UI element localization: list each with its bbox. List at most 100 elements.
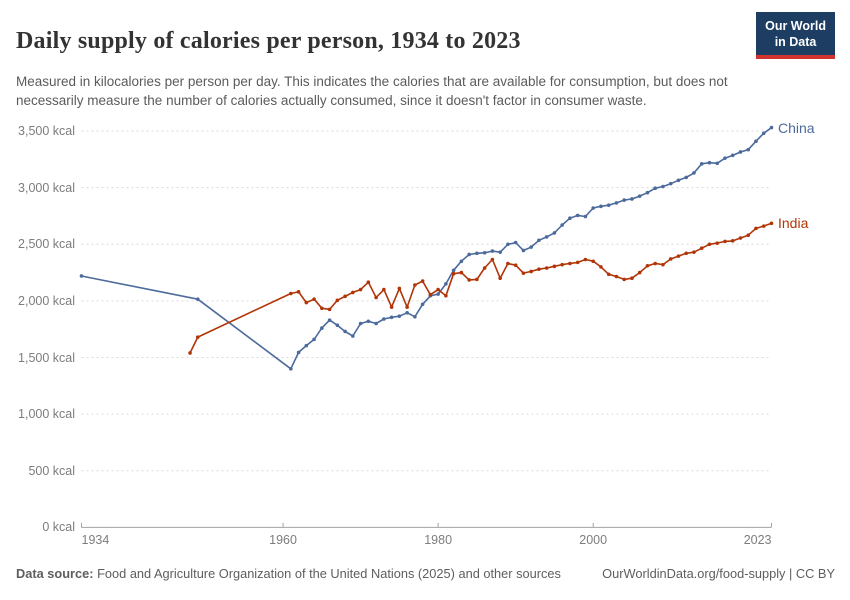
- point-india: [343, 294, 347, 299]
- point-india: [738, 236, 743, 240]
- point-india: [405, 305, 409, 309]
- point-china: [529, 245, 533, 249]
- point-china: [351, 334, 355, 338]
- series-label-china[interactable]: China: [778, 119, 815, 136]
- point-india: [529, 269, 533, 274]
- point-india: [451, 271, 456, 276]
- owid-url-license[interactable]: OurWorldinData.org/food-supply | CC BY: [602, 566, 835, 581]
- point-india: [537, 267, 541, 271]
- point-india: [552, 264, 557, 269]
- point-india: [614, 274, 619, 279]
- point-india: [575, 260, 580, 265]
- point-china: [630, 197, 634, 201]
- point-india: [606, 272, 611, 277]
- x-tick-label: 1980: [424, 533, 453, 547]
- chart-subtitle: Measured in kilocalories per person per …: [16, 73, 728, 108]
- line-china: [80, 126, 773, 370]
- x-tick-label: 1934: [81, 533, 110, 547]
- y-tick-label: 1,500 kcal: [18, 350, 75, 365]
- point-china: [366, 319, 371, 324]
- point-china: [738, 150, 743, 154]
- point-india: [723, 239, 727, 244]
- point-china: [606, 203, 611, 207]
- point-china: [637, 194, 642, 198]
- point-india: [630, 276, 634, 281]
- point-india: [490, 257, 495, 262]
- point-india: [327, 307, 332, 312]
- point-china: [482, 250, 487, 255]
- point-china: [79, 274, 84, 278]
- y-tick-label: 1,000 kcal: [18, 407, 75, 422]
- point-china: [374, 321, 378, 326]
- point-china: [389, 315, 394, 320]
- point-india: [544, 266, 549, 270]
- point-china: [397, 314, 402, 318]
- point-india: [653, 261, 658, 266]
- owid-logo[interactable]: Our World in Data: [756, 12, 835, 59]
- point-india: [289, 291, 293, 296]
- point-china: [537, 238, 541, 243]
- point-china: [513, 240, 518, 245]
- point-india: [645, 263, 650, 268]
- y-tick-label: 500 kcal: [28, 463, 75, 478]
- point-china: [195, 297, 200, 301]
- point-india: [374, 295, 378, 300]
- point-india: [599, 265, 603, 269]
- point-china: [622, 198, 626, 202]
- point-china: [575, 213, 580, 218]
- data-source-note: Data source: Food and Agriculture Organi…: [16, 566, 561, 581]
- data-source-label: Data source:: [16, 566, 94, 581]
- point-india: [351, 290, 355, 295]
- y-tick-label: 3,500 kcal: [18, 124, 75, 138]
- point-china: [405, 310, 409, 315]
- point-india: [637, 270, 642, 275]
- point-china: [560, 223, 564, 227]
- series-label-india[interactable]: India: [778, 215, 809, 232]
- point-india: [754, 226, 758, 231]
- point-india: [661, 262, 665, 267]
- point-india: [475, 277, 479, 282]
- point-india: [668, 257, 673, 261]
- point-china: [544, 235, 549, 239]
- point-china: [661, 184, 665, 189]
- line-india: [189, 222, 773, 354]
- y-tick-label: 2,000 kcal: [18, 293, 75, 308]
- point-china: [699, 162, 704, 166]
- point-china: [289, 367, 293, 371]
- point-india: [382, 287, 386, 292]
- point-china: [761, 131, 766, 136]
- point-india: [444, 293, 448, 298]
- point-china: [552, 231, 557, 235]
- point-china: [614, 201, 619, 205]
- y-tick-label: 0 kcal: [42, 520, 75, 535]
- point-china: [645, 190, 650, 195]
- point-india: [513, 263, 518, 268]
- page-title: Daily supply of calories per person, 193…: [16, 28, 521, 55]
- owid-logo-line2: in Data: [774, 35, 817, 50]
- chart-footer: Data source: Food and Agriculture Organi…: [16, 566, 835, 581]
- point-india: [521, 271, 526, 275]
- point-china: [413, 314, 417, 319]
- x-tick-label: 2000: [579, 533, 608, 547]
- point-china: [320, 326, 324, 330]
- point-china: [312, 337, 316, 342]
- point-china: [358, 321, 363, 326]
- point-india: [560, 262, 564, 267]
- point-china: [583, 214, 588, 219]
- point-china: [769, 125, 774, 130]
- point-china: [599, 204, 603, 209]
- point-india: [413, 283, 417, 287]
- point-india: [296, 290, 301, 294]
- point-china: [296, 350, 301, 355]
- point-india: [622, 277, 626, 282]
- point-china: [668, 181, 673, 186]
- point-china: [382, 317, 386, 321]
- point-india: [692, 250, 696, 254]
- point-india: [715, 241, 720, 245]
- point-india: [746, 233, 751, 237]
- point-china: [684, 175, 689, 180]
- point-china: [707, 160, 712, 165]
- point-india: [699, 246, 704, 251]
